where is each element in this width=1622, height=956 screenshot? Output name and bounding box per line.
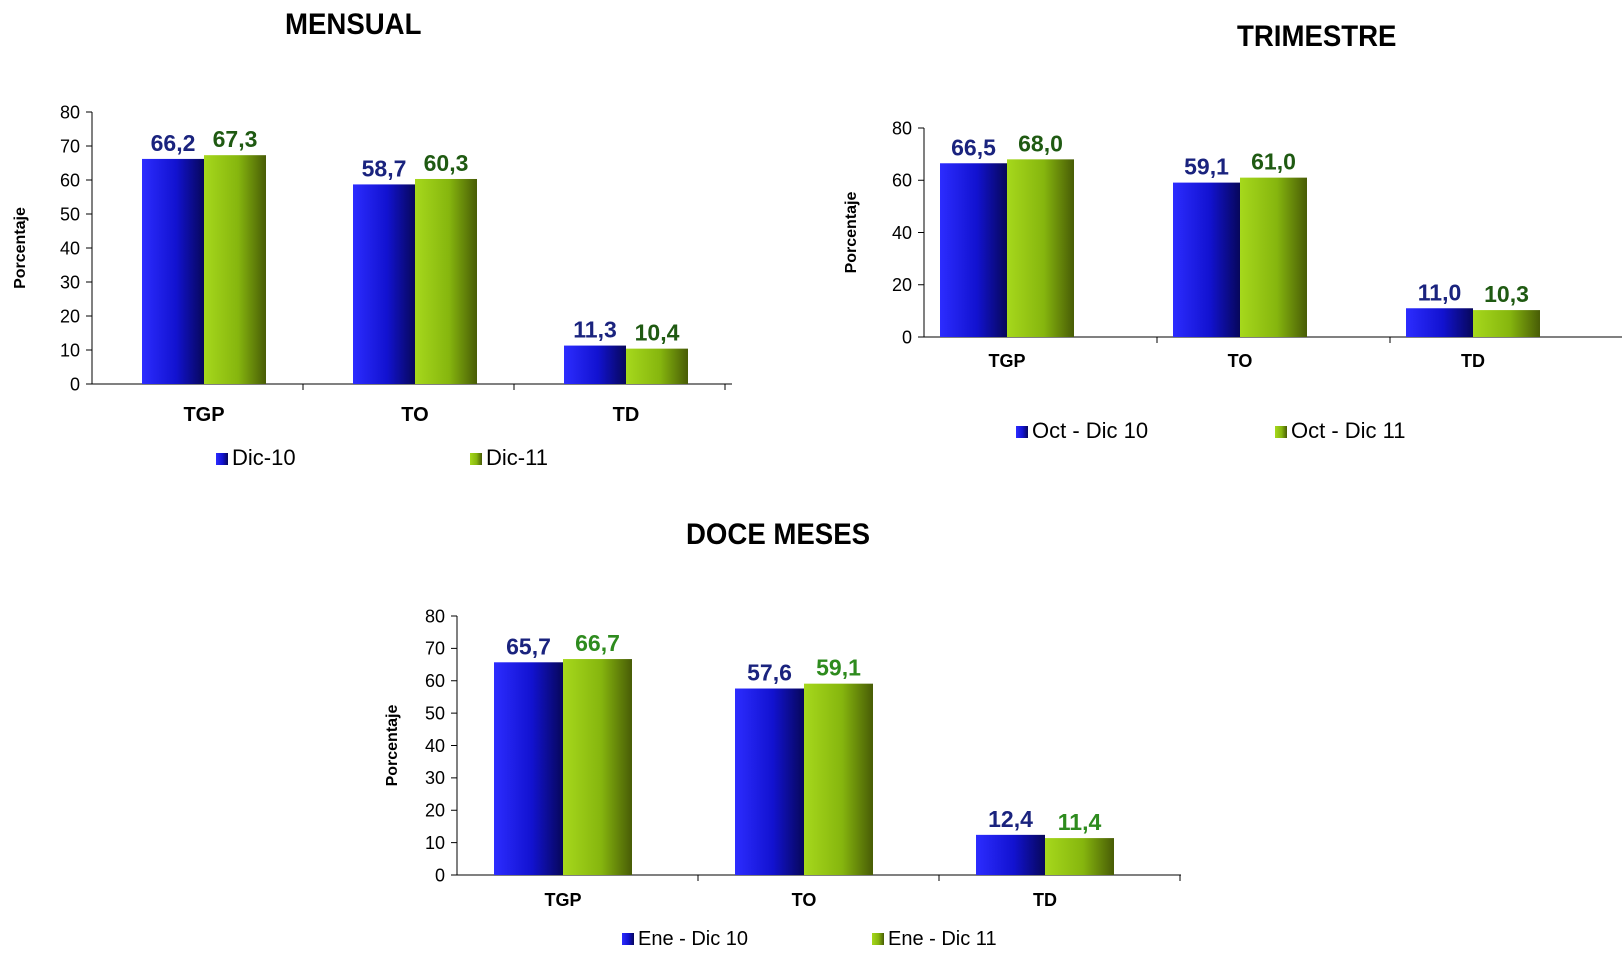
chart-0-legend-swatch	[216, 453, 228, 465]
chart-title-mensual: MENSUAL	[285, 8, 422, 41]
chart-0-bar-td-s1	[564, 345, 626, 384]
chart-0-y-tick-label: 70	[60, 136, 80, 156]
chart-1-y-axis-label: Porcentaje	[843, 191, 860, 273]
chart-1-y-tick-label: 60	[892, 171, 912, 191]
chart-0-bar-to-s1	[353, 184, 415, 384]
chart-0-legend-swatch	[470, 453, 482, 465]
chart-2-y-tick-label: 40	[425, 736, 445, 756]
chart-0-y-tick-label: 60	[60, 170, 80, 190]
chart-1-y-tick-label: 20	[892, 275, 912, 295]
chart-1-value-label: 68,0	[1018, 130, 1063, 156]
chart-0-y-tick-label: 40	[60, 238, 80, 258]
chart-2-y-tick-label: 60	[425, 671, 445, 691]
chart-0-legend-label: Dic-10	[232, 445, 296, 470]
chart-0-y-tick-label: 80	[60, 102, 80, 122]
chart-0-bar-tgp-s2	[204, 155, 266, 384]
chart-0-bar-td-s2	[626, 348, 688, 384]
chart-1-category-label: TO	[1228, 351, 1253, 371]
chart-1-y-tick-label: 80	[892, 118, 912, 138]
chart-2-bar-tgp-s2	[563, 659, 632, 875]
chart-0-y-tick-label: 20	[60, 306, 80, 326]
chart-2-value-label: 65,7	[506, 633, 551, 659]
chart-0-y-tick-label: 50	[60, 204, 80, 224]
chart-2-value-label: 59,1	[816, 655, 861, 681]
chart-2-bar-tgp-s1	[494, 662, 563, 875]
chart-0-y-axis-label: Porcentaje	[12, 207, 29, 289]
chart-1-legend-label: Oct - Dic 10	[1032, 418, 1148, 443]
chart-0-y-tick-label: 10	[60, 340, 80, 360]
chart-0-bar-to-s2	[415, 178, 477, 384]
chart-2-y-tick-label: 10	[425, 833, 445, 853]
chart-1-bar-td-s1	[1406, 308, 1473, 337]
chart-2-y-tick-label: 80	[425, 606, 445, 626]
chart-1-value-label: 66,5	[951, 134, 996, 160]
chart-0-value-label: 60,3	[424, 150, 469, 176]
chart-0-y-tick-label: 30	[60, 272, 80, 292]
chart-0-bar-tgp-s1	[142, 158, 204, 384]
chart-title-doce-meses: DOCE MESES	[686, 518, 871, 551]
chart-2-y-axis-label: Porcentaje	[384, 704, 401, 786]
chart-1-bar-to-s2	[1240, 177, 1307, 337]
chart-1-value-label: 59,1	[1184, 154, 1229, 180]
chart-0-value-label: 66,2	[151, 130, 196, 156]
chart-1-legend-swatch	[1016, 426, 1028, 438]
chart-1-bar-tgp-s1	[940, 163, 1007, 337]
chart-1-y-tick-label: 0	[902, 327, 912, 347]
chart-2-legend-label: Ene - Dic 11	[888, 928, 997, 950]
chart-2-value-label: 66,7	[575, 630, 620, 656]
chart-2-legend-label: Ene - Dic 10	[638, 928, 748, 950]
chart-0-y-tick-label: 0	[70, 374, 80, 394]
chart-0-value-label: 11,3	[573, 317, 617, 343]
chart-2-bar-to-s2	[804, 683, 873, 875]
chart-1-legend-swatch	[1275, 426, 1287, 438]
chart-1-bar-tgp-s2	[1007, 159, 1074, 337]
chart-2-category-label: TGP	[544, 890, 581, 910]
chart-0-legend-label: Dic-11	[486, 445, 548, 470]
chart-1-y-tick-label: 40	[892, 223, 912, 243]
chart-2-bar-to-s1	[735, 688, 804, 875]
chart-2-value-label: 11,4	[1058, 809, 1102, 835]
chart-2-bar-td-s2	[1045, 838, 1114, 875]
chart-2-y-tick-label: 20	[425, 801, 445, 821]
chart-title-trimestre: TRIMESTRE	[1237, 20, 1397, 53]
chart-2-bar-td-s1	[976, 834, 1045, 875]
chart-0-category-label: TO	[401, 404, 428, 426]
chart-1-bar-td-s2	[1473, 310, 1540, 337]
chart-1-bar-to-s1	[1173, 182, 1240, 337]
chart-0-value-label: 67,3	[213, 126, 258, 152]
chart-0-value-label: 10,4	[635, 320, 680, 346]
chart-1-legend-label: Oct - Dic 11	[1291, 418, 1406, 443]
chart-1-value-label: 11,0	[1418, 279, 1462, 305]
chart-2-value-label: 57,6	[747, 660, 792, 686]
chart-0-category-label: TD	[613, 404, 640, 426]
chart-2-value-label: 12,4	[988, 806, 1033, 832]
chart-1-value-label: 61,0	[1251, 149, 1296, 175]
chart-2-y-tick-label: 30	[425, 768, 445, 788]
chart-2-category-label: TD	[1033, 890, 1057, 910]
chart-2-category-label: TO	[792, 890, 817, 910]
chart-2-legend-swatch	[622, 933, 634, 945]
chart-2-y-tick-label: 50	[425, 703, 445, 723]
chart-0-value-label: 58,7	[362, 155, 407, 181]
chart-1-category-label: TD	[1461, 351, 1485, 371]
chart-2-y-tick-label: 0	[435, 865, 445, 885]
chart-2-y-tick-label: 70	[425, 639, 445, 659]
chart-0-category-label: TGP	[183, 404, 224, 426]
chart-1-category-label: TGP	[988, 351, 1025, 371]
chart-2-legend-swatch	[872, 933, 884, 945]
chart-1-value-label: 10,3	[1484, 281, 1529, 307]
